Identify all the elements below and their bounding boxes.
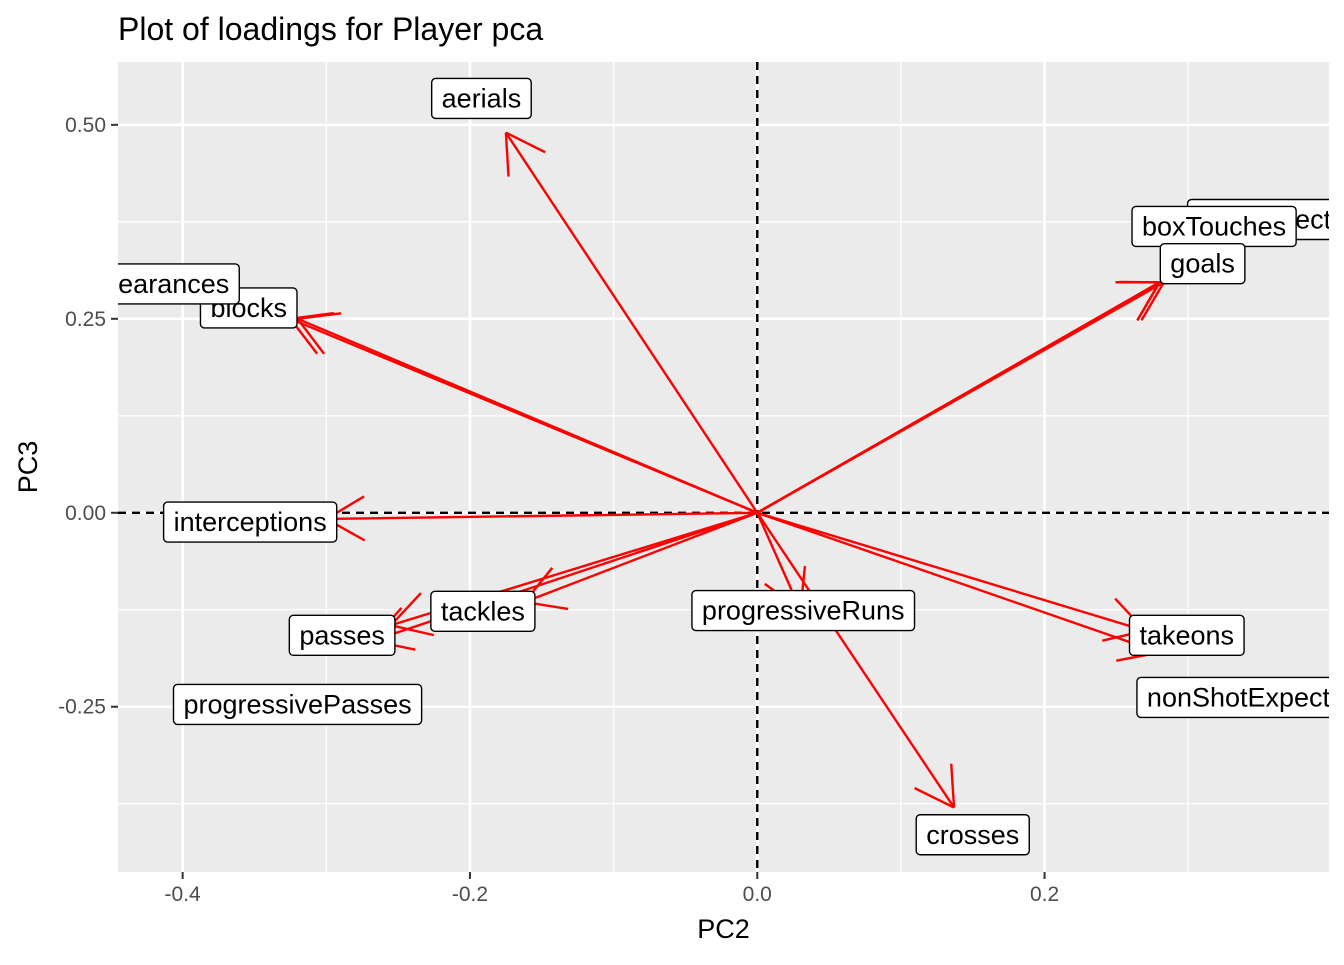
y-tick-label: 0.50 <box>65 114 106 137</box>
svg-text:clearances: clearances <box>99 269 230 299</box>
y-tick-label: 0.00 <box>65 502 106 525</box>
svg-text:goals: goals <box>1170 249 1235 279</box>
loading-label-tackles: tackles <box>431 591 535 631</box>
x-axis-title: PC2 <box>697 914 750 944</box>
svg-text:interceptions: interceptions <box>174 507 327 537</box>
x-tick-label: -0.2 <box>452 883 488 906</box>
svg-text:crosses: crosses <box>926 820 1019 850</box>
chart-title: Plot of loadings for Player pca <box>118 11 543 47</box>
loading-label-boxTouches: boxTouches <box>1132 206 1296 246</box>
svg-text:progressiveRuns: progressiveRuns <box>702 596 905 626</box>
y-axis-title: PC3 <box>13 441 43 494</box>
y-tick-label: -0.25 <box>58 696 106 719</box>
x-tick-label: 0.2 <box>1030 883 1059 906</box>
svg-text:tackles: tackles <box>441 596 525 626</box>
loading-label-clearances: clearances <box>89 264 240 304</box>
loading-label-goals: goals <box>1160 244 1245 284</box>
loading-label-progressivePasses: progressivePasses <box>174 684 422 724</box>
y-tick-label: 0.25 <box>65 308 106 331</box>
svg-text:takeons: takeons <box>1139 620 1234 650</box>
svg-text:aerials: aerials <box>442 83 522 113</box>
loading-label-crosses: crosses <box>916 815 1029 855</box>
y-axis: -0.25 0.00 0.25 0.50 <box>58 114 118 719</box>
loading-label-aerials: aerials <box>432 78 532 118</box>
svg-text:boxTouches: boxTouches <box>1142 211 1286 241</box>
loading-label-takeons: takeons <box>1129 615 1244 655</box>
x-tick-label: 0.0 <box>743 883 772 906</box>
x-axis: -0.4 -0.2 0.0 0.2 <box>165 872 1060 906</box>
plot-panel <box>118 62 1329 872</box>
loading-label-interceptions: interceptions <box>164 502 337 542</box>
svg-text:nonShotExpectedGoals: nonShotExpectedGoals <box>1147 682 1344 712</box>
loading-label-nonShotExpectedGoals: nonShotExpectedGoals <box>1137 677 1344 717</box>
svg-text:passes: passes <box>299 620 385 650</box>
loading-label-progressiveRuns: progressiveRuns <box>692 591 915 631</box>
svg-text:progressivePasses: progressivePasses <box>184 689 412 719</box>
x-tick-label: -0.4 <box>165 883 202 906</box>
loading-label-passes: passes <box>289 615 395 655</box>
